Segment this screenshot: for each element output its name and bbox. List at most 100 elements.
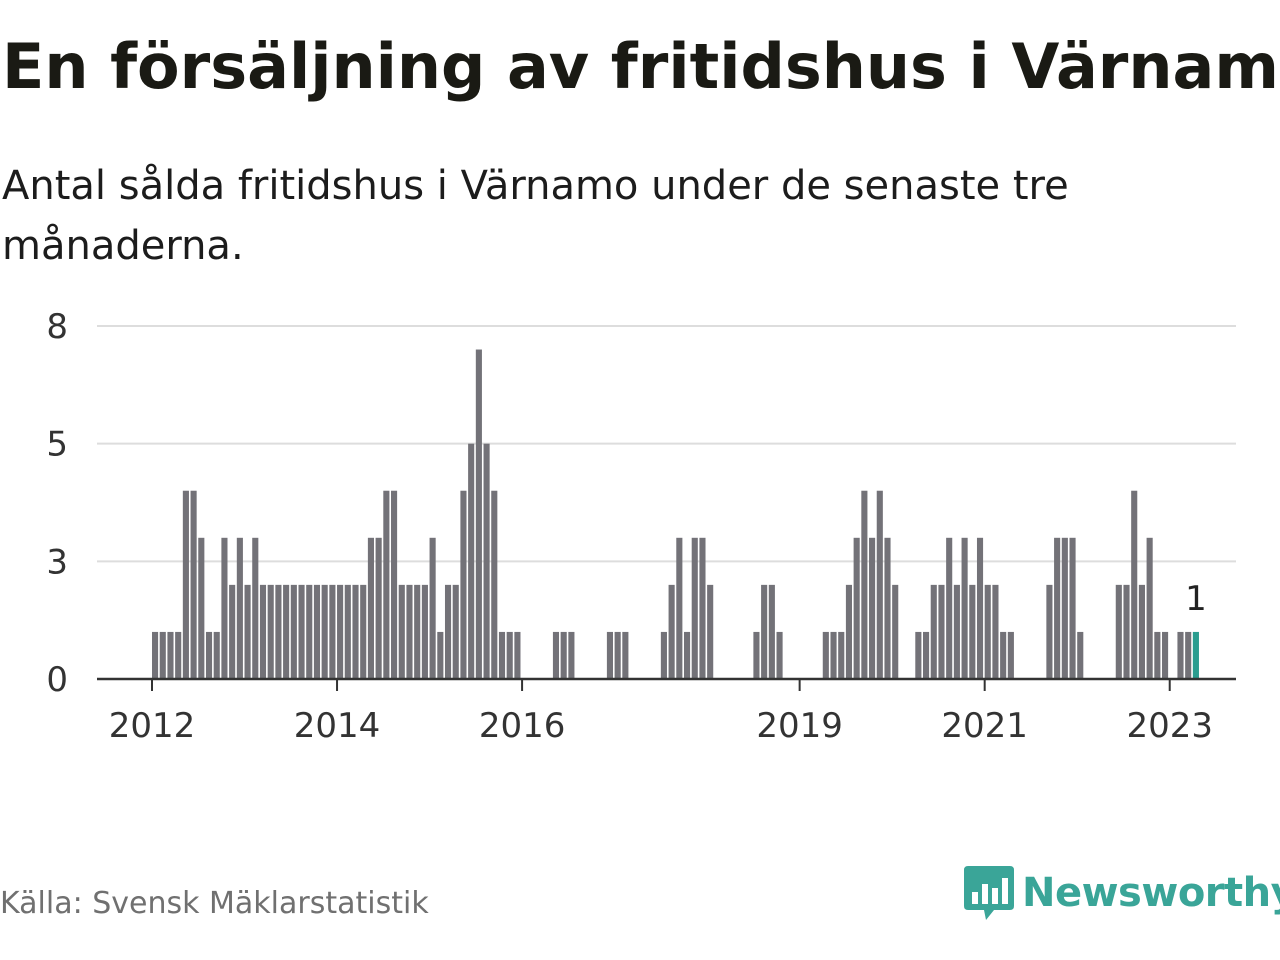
bar xyxy=(198,537,205,679)
bar xyxy=(406,584,413,679)
bar xyxy=(976,537,984,679)
bar xyxy=(283,584,290,679)
bar xyxy=(1138,584,1145,679)
bar xyxy=(383,490,390,679)
bar xyxy=(252,537,259,679)
gridlines xyxy=(97,325,1236,563)
bar xyxy=(1069,537,1076,679)
bar xyxy=(869,537,876,679)
bar xyxy=(414,584,421,679)
bar xyxy=(915,631,922,679)
bar xyxy=(290,584,297,679)
bar-chart: 0 3 5 8 2012 2014 2016 2019 2021 2023 1 xyxy=(46,307,1236,746)
bar xyxy=(159,631,166,679)
bar xyxy=(337,584,344,679)
chart-subtitle: Antal sålda fritidshus i Värnamo under d… xyxy=(2,163,1069,269)
bar xyxy=(892,584,899,679)
x-tick-label: 2016 xyxy=(479,706,566,746)
bar xyxy=(344,584,351,679)
bar xyxy=(1154,631,1161,679)
bar xyxy=(683,631,691,679)
bar xyxy=(1115,584,1122,679)
y-tick-labels: 0 3 5 8 xyxy=(46,307,68,700)
axes xyxy=(97,677,1236,691)
bar xyxy=(622,631,629,679)
bar xyxy=(1007,631,1014,679)
bar xyxy=(152,631,159,679)
bar xyxy=(491,490,498,679)
bar xyxy=(498,631,506,679)
bar xyxy=(707,584,714,679)
bar xyxy=(1131,490,1138,679)
bar xyxy=(699,537,706,679)
bar xyxy=(259,584,267,679)
bar xyxy=(606,631,613,679)
bar xyxy=(876,490,883,679)
bar xyxy=(429,537,436,679)
bar xyxy=(244,584,251,679)
bar xyxy=(175,631,182,679)
x-tick-label: 2014 xyxy=(294,706,381,746)
bar xyxy=(552,631,560,679)
bar xyxy=(691,537,698,679)
newsworthy-logo: Newsworthy xyxy=(962,862,1280,924)
bar xyxy=(321,584,328,679)
bar xyxy=(830,631,837,679)
bar xyxy=(475,349,482,679)
bar xyxy=(205,631,213,679)
bar xyxy=(1000,631,1007,679)
y-tick-label: 5 xyxy=(46,425,68,465)
bar xyxy=(221,537,228,679)
annotations: 1 xyxy=(1185,579,1207,619)
bar xyxy=(884,537,891,679)
bar xyxy=(437,631,444,679)
bar xyxy=(298,584,305,679)
bar xyxy=(668,584,675,679)
bar xyxy=(444,584,452,679)
chart-title: En försäljning av fritidshus i Värnamo xyxy=(2,30,1280,103)
bar xyxy=(961,537,968,679)
bar xyxy=(992,584,999,679)
bar xyxy=(676,537,683,679)
x-tick-label: 2019 xyxy=(756,706,843,746)
bar xyxy=(182,490,189,679)
bar-highlight xyxy=(1192,631,1199,679)
bar xyxy=(660,631,667,679)
newsworthy-logo-text: Newsworthy xyxy=(1022,870,1280,916)
bar xyxy=(506,631,513,679)
bar xyxy=(568,631,575,679)
source-note: Källa: Svensk Mäklarstatistik xyxy=(0,886,429,921)
bar xyxy=(275,584,282,679)
bar xyxy=(329,584,336,679)
bar xyxy=(229,584,236,679)
bar xyxy=(313,584,321,679)
bar xyxy=(984,584,991,679)
bar xyxy=(1146,537,1153,679)
bar xyxy=(938,584,945,679)
bar xyxy=(768,584,775,679)
bar xyxy=(468,443,475,679)
bar xyxy=(236,537,243,679)
x-tick-label: 2012 xyxy=(109,706,196,746)
bar xyxy=(213,631,220,679)
bar xyxy=(953,584,960,679)
bar xyxy=(190,490,197,679)
bar xyxy=(560,631,567,679)
bar xyxy=(514,631,521,679)
bar xyxy=(352,584,359,679)
bar xyxy=(1177,631,1184,679)
x-tick-label: 2021 xyxy=(941,706,1028,746)
bar xyxy=(483,443,490,679)
bar xyxy=(614,631,621,679)
bar xyxy=(460,490,467,679)
y-tick-label: 3 xyxy=(46,542,68,582)
bar xyxy=(306,584,313,679)
bar xyxy=(845,584,853,679)
bar xyxy=(969,584,976,679)
bar xyxy=(375,537,382,679)
bar xyxy=(360,584,367,679)
y-tick-label: 0 xyxy=(46,660,68,700)
bar xyxy=(861,490,868,679)
bar xyxy=(853,537,860,679)
bar xyxy=(1046,584,1053,679)
